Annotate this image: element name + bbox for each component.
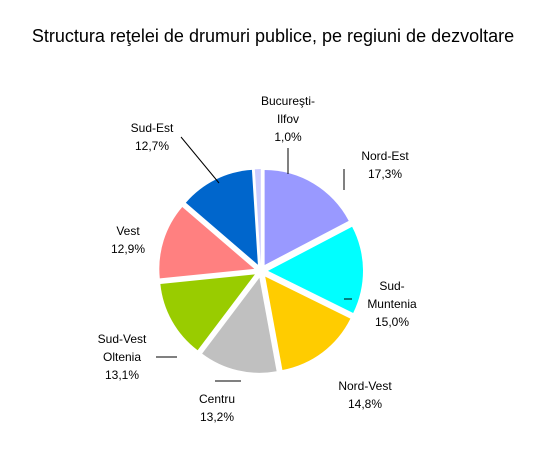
slice-label-line: Muntenia bbox=[367, 297, 417, 311]
slice-label-line: 12,9% bbox=[111, 242, 145, 256]
slice-label: Nord-Est 17,3% bbox=[361, 149, 409, 181]
pie-slice bbox=[268, 226, 364, 313]
slice-label: Bucureşti- Ilfov 1,0% bbox=[261, 94, 315, 144]
pie-slice bbox=[160, 274, 255, 351]
chart-title: Structura reţelei de drumuri publice, pe… bbox=[32, 26, 514, 46]
leader-line bbox=[180, 136, 220, 184]
slice-label-line: 17,3% bbox=[368, 167, 402, 181]
pie-slice bbox=[254, 169, 261, 264]
slice-label-line: Oltenia bbox=[103, 350, 141, 364]
slice-label-line: Sud- bbox=[379, 279, 404, 293]
slice-label-line: Bucureşti- bbox=[261, 94, 315, 108]
pie-slices bbox=[159, 169, 364, 373]
pie-slice bbox=[202, 277, 277, 373]
slice-label-line: 14,8% bbox=[348, 397, 382, 411]
slice-label: Centru 13,2% bbox=[199, 392, 235, 424]
pie-slice bbox=[185, 169, 258, 265]
leader-lines bbox=[156, 136, 352, 382]
slice-label-line: 15,0% bbox=[375, 315, 409, 329]
pie-slice bbox=[265, 276, 351, 371]
slice-label: Sud- Muntenia 15,0% bbox=[367, 279, 417, 329]
slice-label-line: Sud-Est bbox=[131, 121, 174, 135]
slice-label-line: 1,0% bbox=[274, 130, 302, 144]
slice-label-line: Nord-Est bbox=[361, 149, 409, 163]
slice-label-line: 12,7% bbox=[135, 139, 169, 153]
slice-label-line: Sud-Vest bbox=[98, 332, 147, 346]
slice-label-line: Centru bbox=[199, 392, 235, 406]
slice-label-line: Vest bbox=[116, 224, 140, 238]
pie-slice bbox=[159, 206, 255, 279]
pie-slice bbox=[264, 170, 349, 266]
slice-label-line: 13,1% bbox=[105, 368, 139, 382]
slice-label: Nord-Vest 14,8% bbox=[338, 379, 392, 411]
slice-label-line: 13,2% bbox=[200, 410, 234, 424]
slice-label: Sud-Vest Oltenia 13,1% bbox=[98, 332, 147, 382]
slice-label: Sud-Est 12,7% bbox=[131, 121, 174, 153]
slice-label-line: Ilfov bbox=[277, 112, 299, 126]
slice-label: Vest 12,9% bbox=[111, 224, 145, 256]
slice-labels: Nord-Est 17,3% Sud- Muntenia 15,0% Nord-Vest 1… bbox=[98, 94, 417, 424]
slice-label-line: Nord-Vest bbox=[338, 379, 392, 393]
